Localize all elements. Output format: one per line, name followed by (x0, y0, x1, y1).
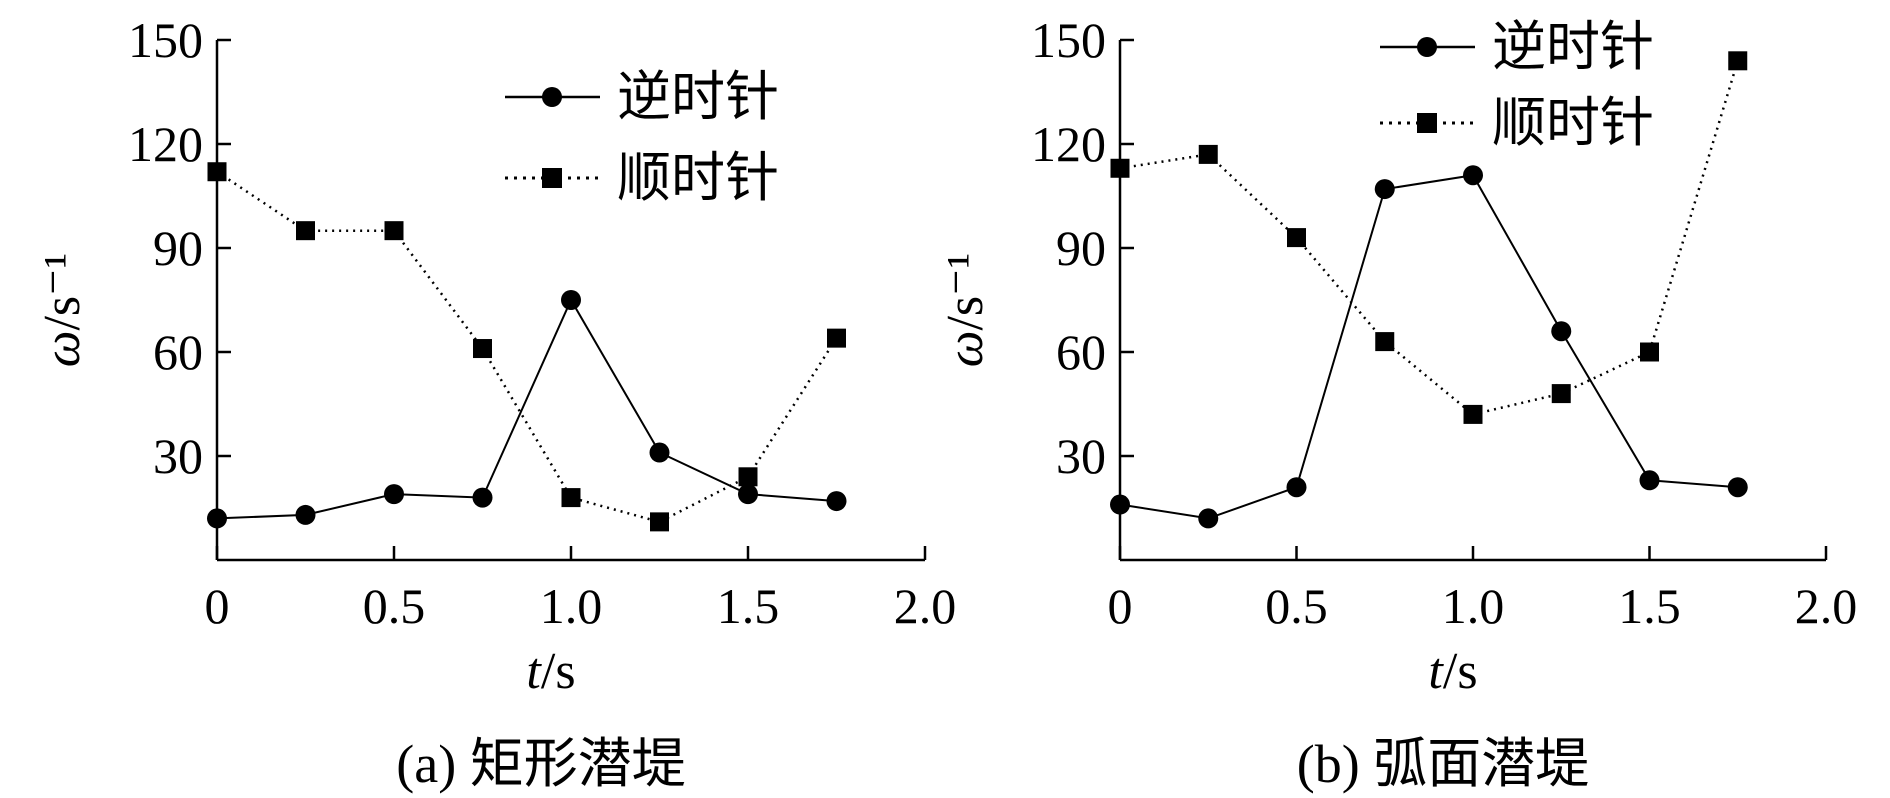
x-axis-label: t/s (1428, 643, 1477, 700)
x-tick-label: 0.5 (363, 578, 426, 634)
data-point-counterclockwise (207, 508, 227, 529)
data-point-clockwise (1375, 332, 1395, 352)
legend-entry-clockwise: 顺时针 (505, 146, 779, 209)
data-point-clockwise (1110, 158, 1130, 178)
y-tick-label: 60 (153, 324, 203, 380)
x-tick-label: 1.5 (1618, 578, 1681, 634)
y-tick-label: 90 (1056, 220, 1106, 276)
y-tick-label: 30 (1056, 428, 1106, 484)
data-point-counterclockwise (1286, 477, 1307, 498)
data-point-counterclockwise (1198, 508, 1219, 529)
data-point-counterclockwise (384, 484, 404, 505)
legend-square-marker (542, 168, 562, 188)
legend-label: 逆时针 (1492, 15, 1654, 78)
data-point-counterclockwise (826, 491, 847, 512)
legend-label: 顺时针 (1492, 91, 1654, 154)
data-point-counterclockwise (738, 484, 758, 505)
data-point-counterclockwise (1639, 470, 1660, 491)
y-tick-label: 90 (153, 220, 203, 276)
panel-caption: (b) 弧面潜堤 (1297, 732, 1589, 795)
legend-circle-marker (1417, 37, 1437, 57)
data-point-counterclockwise (1374, 179, 1395, 200)
y-tick-label: 120 (1031, 116, 1106, 172)
x-tick-label: 0 (205, 578, 230, 634)
data-point-counterclockwise (1463, 165, 1483, 186)
y-axis-label: ω/s⁻¹ (937, 253, 994, 367)
x-tick-label: 2.0 (894, 578, 957, 634)
x-tick-label: 0.5 (1265, 578, 1328, 634)
x-tick-label: 1.5 (717, 578, 780, 634)
chart-panel-a: 30 60 90 120 150 0 0.5 1.0 1.5 2.0 t/s ω/s⁻¹ (a) 矩形潜… (34, 12, 956, 795)
data-point-counterclockwise (561, 290, 581, 310)
x-tick-label: 1.0 (540, 578, 603, 634)
x-tick-label: 0 (1108, 578, 1133, 634)
data-point-clockwise (296, 221, 315, 241)
data-point-counterclockwise (1110, 494, 1130, 515)
series-line-counterclockwise (216, 297, 837, 520)
series-line-clockwise (216, 170, 838, 524)
chart-panel-b: 30 60 90 120 150 0 0.5 1.0 1.5 2.0 t/s ω/s⁻¹ (b) 弧面潜… (937, 12, 1857, 795)
y-axis-label: ω/s⁻¹ (34, 253, 91, 367)
data-point-counterclockwise (1727, 477, 1748, 498)
data-point-clockwise (473, 339, 492, 359)
legend-entry-counterclockwise: 逆时针 (1380, 15, 1654, 78)
data-point-clockwise (738, 467, 758, 487)
data-point-counterclockwise (649, 442, 670, 463)
data-point-clockwise (1287, 228, 1306, 248)
data-point-clockwise (827, 328, 846, 348)
legend-entry-clockwise: 顺时针 (1380, 91, 1654, 154)
legend-circle-marker (542, 87, 562, 107)
y-tick-label: 30 (153, 428, 203, 484)
y-tick-label: 150 (1031, 12, 1106, 68)
series-line-counterclockwise (1119, 174, 1738, 520)
data-point-clockwise (1551, 384, 1571, 404)
x-axis-label: t/s (526, 643, 575, 700)
data-point-clockwise (1198, 144, 1218, 164)
legend-label: 顺时针 (617, 146, 779, 209)
data-point-counterclockwise (295, 504, 316, 525)
y-tick-label: 150 (128, 12, 203, 68)
data-point-clockwise (1640, 342, 1659, 362)
data-point-counterclockwise (1551, 321, 1572, 342)
data-point-clockwise (384, 221, 404, 241)
x-tick-label: 2.0 (1795, 578, 1858, 634)
x-tick-label: 1.0 (1442, 578, 1505, 634)
panel-caption: (a) 矩形潜堤 (396, 732, 685, 795)
data-point-clockwise (1728, 51, 1748, 71)
data-point-counterclockwise (472, 487, 493, 508)
legend-entry-counterclockwise: 逆时针 (505, 65, 779, 128)
y-tick-label: 60 (1056, 324, 1106, 380)
y-tick-label: 120 (128, 116, 203, 172)
data-point-clockwise (561, 488, 581, 508)
legend-square-marker (1417, 113, 1437, 133)
data-point-clockwise (207, 162, 227, 182)
data-point-clockwise (1463, 404, 1483, 424)
legend-label: 逆时针 (617, 65, 779, 128)
data-point-clockwise (650, 512, 669, 532)
